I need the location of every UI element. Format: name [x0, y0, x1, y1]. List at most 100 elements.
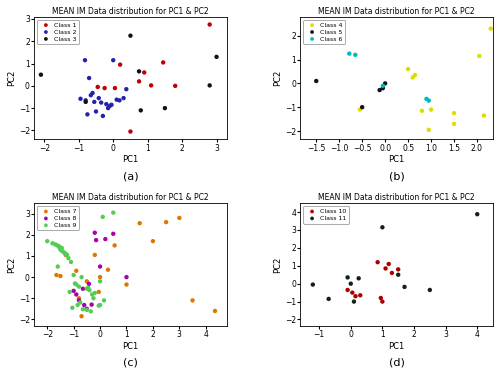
- Y-axis label: PC2: PC2: [7, 256, 16, 273]
- Class 9: [86, 287, 94, 293]
- Class 9: [55, 244, 63, 250]
- Class 3: [206, 83, 214, 89]
- Class 2: [88, 90, 96, 96]
- Legend: Class 10, Class 11: Class 10, Class 11: [304, 206, 349, 224]
- Class 10: [377, 295, 385, 301]
- Class 9: [71, 280, 79, 287]
- Class 11: [400, 284, 408, 290]
- Class 7: [94, 289, 102, 295]
- Class 9: [100, 297, 108, 303]
- Class 2: [85, 75, 93, 81]
- Class 8: [70, 288, 78, 294]
- Class 7: [104, 267, 112, 273]
- Title: MEAN IM Data distribution for PC1 & PC2: MEAN IM Data distribution for PC1 & PC2: [52, 7, 209, 16]
- Class 7: [96, 274, 104, 280]
- Title: MEAN IM Data distribution for PC1 & PC2: MEAN IM Data distribution for PC1 & PC2: [318, 7, 475, 16]
- Class 10: [394, 266, 402, 272]
- Class 9: [54, 264, 62, 270]
- Class 1: [111, 85, 119, 91]
- Class 1: [147, 83, 155, 89]
- Class 3: [82, 99, 90, 105]
- Class 4: [404, 66, 412, 72]
- X-axis label: PC1: PC1: [388, 342, 404, 351]
- Class 7: [52, 272, 60, 278]
- Class 7: [62, 252, 70, 258]
- Class 2: [82, 97, 90, 103]
- Class 5: [376, 87, 384, 93]
- Class 4: [450, 110, 458, 116]
- Class 3: [135, 68, 143, 74]
- Legend: Class 1, Class 2, Class 3: Class 1, Class 2, Class 3: [37, 20, 79, 44]
- Legend: Class 4, Class 5, Class 6: Class 4, Class 5, Class 6: [304, 20, 345, 44]
- Class 2: [90, 99, 98, 105]
- Class 9: [76, 299, 84, 305]
- Class 2: [84, 111, 92, 117]
- Class 11: [347, 280, 355, 287]
- Class 7: [188, 297, 196, 303]
- Class 2: [109, 57, 117, 63]
- Class 1: [206, 21, 214, 28]
- Class 9: [59, 249, 67, 255]
- Class 9: [58, 245, 66, 251]
- Class 8: [110, 231, 118, 237]
- Class 8: [92, 237, 100, 243]
- Class 7: [83, 278, 91, 284]
- Class 2: [112, 97, 120, 103]
- Class 2: [92, 109, 100, 115]
- Class 7: [162, 219, 170, 225]
- Class 9: [78, 274, 86, 280]
- Class 4: [411, 72, 419, 78]
- X-axis label: PC1: PC1: [122, 342, 138, 351]
- Class 4: [480, 112, 488, 118]
- Class 9: [83, 307, 91, 313]
- Class 4: [487, 26, 495, 32]
- Class 4: [450, 121, 458, 127]
- Class 9: [51, 241, 59, 247]
- Class 11: [378, 224, 386, 230]
- Class 4: [356, 107, 364, 113]
- Class 4: [476, 53, 484, 59]
- Class 2: [104, 105, 112, 111]
- Class 10: [378, 299, 386, 305]
- Class 3: [212, 54, 220, 60]
- Class 7: [56, 273, 64, 279]
- Class 3: [126, 33, 134, 39]
- Class 7: [75, 295, 83, 301]
- Class 9: [56, 247, 64, 253]
- Class 7: [136, 220, 143, 226]
- Class 9: [74, 302, 82, 308]
- Title: MEAN IM Data distribution for PC1 & PC2: MEAN IM Data distribution for PC1 & PC2: [52, 193, 209, 202]
- Class 8: [79, 286, 87, 292]
- Class 9: [54, 242, 62, 248]
- Class 1: [94, 84, 102, 90]
- Class 2: [120, 95, 128, 101]
- Class 1: [126, 129, 134, 135]
- X-axis label: PC1: PC1: [122, 155, 138, 164]
- Class 10: [384, 261, 392, 267]
- Class 2: [116, 97, 124, 103]
- Class 10: [344, 287, 351, 293]
- Class 10: [356, 292, 364, 298]
- Class 8: [75, 297, 83, 303]
- Class 4: [427, 107, 435, 113]
- Class 11: [350, 299, 358, 305]
- Y-axis label: PC2: PC2: [273, 70, 282, 86]
- Class 11: [344, 274, 351, 280]
- Class 4: [418, 108, 426, 114]
- Class 11: [324, 296, 332, 302]
- Class 2: [87, 92, 95, 98]
- Class 9: [67, 259, 75, 265]
- Text: (b): (b): [388, 171, 404, 181]
- Class 9: [55, 244, 63, 250]
- Class 10: [382, 265, 390, 271]
- Class 1: [171, 83, 179, 89]
- Class 10: [352, 293, 360, 299]
- Class 9: [84, 285, 92, 291]
- Class 2: [108, 102, 116, 108]
- Class 9: [58, 248, 66, 254]
- Class 9: [87, 308, 95, 314]
- Class 9: [66, 289, 74, 295]
- Class 10: [348, 290, 356, 296]
- Class 11: [394, 272, 402, 278]
- Class 9: [90, 295, 98, 301]
